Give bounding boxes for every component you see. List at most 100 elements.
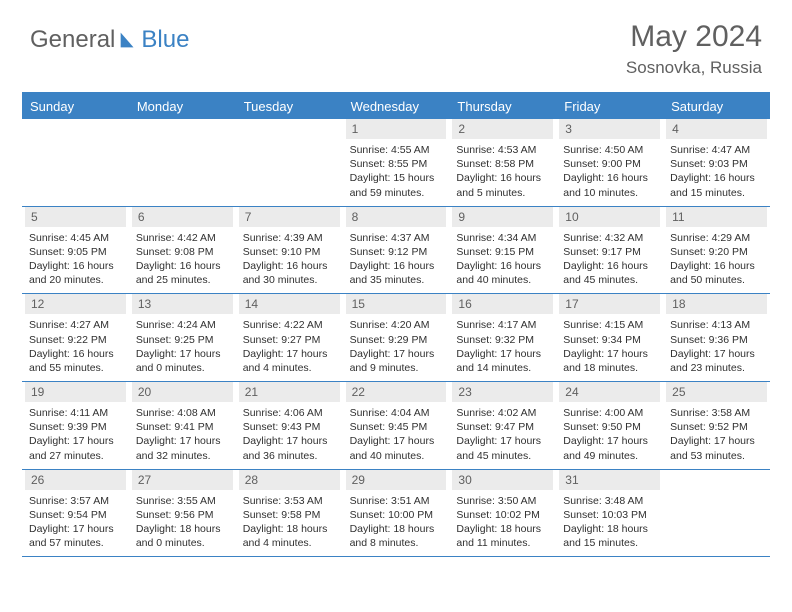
day-details: Sunrise: 4:00 AMSunset: 9:50 PMDaylight:… xyxy=(559,406,660,463)
day-cell: 16 Sunrise: 4:17 AMSunset: 9:32 PMDayligh… xyxy=(449,294,556,381)
day-details: Sunrise: 4:47 AMSunset: 9:03 PMDaylight:… xyxy=(666,143,767,200)
weekday-header: Wednesday xyxy=(343,94,450,119)
day-details: Sunrise: 4:39 AMSunset: 9:10 PMDaylight:… xyxy=(239,231,340,288)
day-details: Sunrise: 4:29 AMSunset: 9:20 PMDaylight:… xyxy=(666,231,767,288)
day-number: 13 xyxy=(132,294,233,314)
day-number: 4 xyxy=(666,119,767,139)
day-cell: 4 Sunrise: 4:47 AMSunset: 9:03 PMDaylight… xyxy=(663,119,770,206)
day-number: 8 xyxy=(346,207,447,227)
day-number: 20 xyxy=(132,382,233,402)
day-number: 10 xyxy=(559,207,660,227)
day-number: 1 xyxy=(346,119,447,139)
weekday-header-row: SundayMondayTuesdayWednesdayThursdayFrid… xyxy=(22,94,770,119)
day-cell: 29Sunrise: 3:51 AMSunset: 10:00 PMDaylig… xyxy=(343,470,450,557)
day-cell xyxy=(129,119,236,206)
day-details: Sunrise: 4:15 AMSunset: 9:34 PMDaylight:… xyxy=(559,318,660,375)
day-number: 12 xyxy=(25,294,126,314)
day-number: 19 xyxy=(25,382,126,402)
day-cell: 27Sunrise: 3:55 AMSunset: 9:56 PMDayligh… xyxy=(129,470,236,557)
day-details: Sunrise: 4:22 AMSunset: 9:27 PMDaylight:… xyxy=(239,318,340,375)
day-details: Sunrise: 3:53 AMSunset: 9:58 PMDaylight:… xyxy=(239,494,340,551)
day-cell: 30 Sunrise: 3:50 AMSunset: 10:02 PMDaylig… xyxy=(449,470,556,557)
day-cell: 7 Sunrise: 4:39 AMSunset: 9:10 PMDaylight… xyxy=(236,207,343,294)
day-number: 11 xyxy=(666,207,767,227)
day-number: 3 xyxy=(559,119,660,139)
weekday-header: Monday xyxy=(129,94,236,119)
week-row: 26 Sunrise: 3:57 AMSunset: 9:54 PMDayligh… xyxy=(22,470,770,558)
brand-part2: Blue xyxy=(141,26,189,54)
day-cell: 20 Sunrise: 4:08 AMSunset: 9:41 PMDayligh… xyxy=(129,382,236,469)
day-details: Sunrise: 4:17 AMSunset: 9:32 PMDaylight:… xyxy=(452,318,553,375)
day-cell: 19 Sunrise: 4:11 AMSunset: 9:39 PMDayligh… xyxy=(22,382,129,469)
day-details: Sunrise: 4:42 AMSunset: 9:08 PMDaylight:… xyxy=(132,231,233,288)
weekday-header: Sunday xyxy=(22,94,129,119)
day-details: Sunrise: 4:13 AMSunset: 9:36 PMDaylight:… xyxy=(666,318,767,375)
day-details: Sunrise: 4:20 AMSunset: 9:29 PMDaylight:… xyxy=(346,318,447,375)
day-number: 17 xyxy=(559,294,660,314)
day-details: Sunrise: 4:37 AMSunset: 9:12 PMDaylight:… xyxy=(346,231,447,288)
day-cell: 21 Sunrise: 4:06 AMSunset: 9:43 PMDayligh… xyxy=(236,382,343,469)
day-details: Sunrise: 3:50 AMSunset: 10:02 PMDaylight… xyxy=(452,494,553,551)
sail-icon xyxy=(117,29,139,51)
day-cell xyxy=(236,119,343,206)
day-cell: 31Sunrise: 3:48 AMSunset: 10:03 PMDaylig… xyxy=(556,470,663,557)
brand-logo: General Blue xyxy=(30,26,189,54)
day-cell: 10 Sunrise: 4:32 AMSunset: 9:17 PMDayligh… xyxy=(556,207,663,294)
day-details: Sunrise: 4:06 AMSunset: 9:43 PMDaylight:… xyxy=(239,406,340,463)
day-number: 21 xyxy=(239,382,340,402)
day-details: Sunrise: 4:50 AMSunset: 9:00 PMDaylight:… xyxy=(559,143,660,200)
weekday-header: Saturday xyxy=(663,94,770,119)
day-cell: 14 Sunrise: 4:22 AMSunset: 9:27 PMDayligh… xyxy=(236,294,343,381)
day-number: 24 xyxy=(559,382,660,402)
weekday-header: Friday xyxy=(556,94,663,119)
day-number: 27 xyxy=(132,470,233,490)
header: General Blue May 2024 Sosnovka, Russia xyxy=(0,0,792,86)
location-label: Sosnovka, Russia xyxy=(626,58,762,78)
day-details: Sunrise: 4:24 AMSunset: 9:25 PMDaylight:… xyxy=(132,318,233,375)
day-details: Sunrise: 4:45 AMSunset: 9:05 PMDaylight:… xyxy=(25,231,126,288)
day-number: 9 xyxy=(452,207,553,227)
day-cell: 22 Sunrise: 4:04 AMSunset: 9:45 PMDayligh… xyxy=(343,382,450,469)
day-cell: 25 Sunrise: 3:58 AMSunset: 9:52 PMDayligh… xyxy=(663,382,770,469)
day-number: 5 xyxy=(25,207,126,227)
day-cell: 8 Sunrise: 4:37 AMSunset: 9:12 PMDaylight… xyxy=(343,207,450,294)
day-cell xyxy=(22,119,129,206)
week-row: 5 Sunrise: 4:45 AMSunset: 9:05 PMDaylight… xyxy=(22,207,770,295)
day-details: Sunrise: 4:04 AMSunset: 9:45 PMDaylight:… xyxy=(346,406,447,463)
day-details: Sunrise: 3:57 AMSunset: 9:54 PMDaylight:… xyxy=(25,494,126,551)
day-cell: 12Sunrise: 4:27 AMSunset: 9:22 PMDayligh… xyxy=(22,294,129,381)
weekday-header: Tuesday xyxy=(236,94,343,119)
day-details: Sunrise: 3:58 AMSunset: 9:52 PMDaylight:… xyxy=(666,406,767,463)
day-details: Sunrise: 4:55 AMSunset: 8:55 PMDaylight:… xyxy=(346,143,447,200)
day-number: 16 xyxy=(452,294,553,314)
day-number: 7 xyxy=(239,207,340,227)
day-cell: 3 Sunrise: 4:50 AMSunset: 9:00 PMDaylight… xyxy=(556,119,663,206)
week-row: 12Sunrise: 4:27 AMSunset: 9:22 PMDayligh… xyxy=(22,294,770,382)
day-number: 2 xyxy=(452,119,553,139)
day-cell: 18Sunrise: 4:13 AMSunset: 9:36 PMDayligh… xyxy=(663,294,770,381)
day-number: 30 xyxy=(452,470,553,490)
brand-part1: General xyxy=(30,26,115,54)
week-row: 1 Sunrise: 4:55 AMSunset: 8:55 PMDaylight… xyxy=(22,119,770,207)
day-cell: 6 Sunrise: 4:42 AMSunset: 9:08 PMDaylight… xyxy=(129,207,236,294)
day-number: 23 xyxy=(452,382,553,402)
day-number: 6 xyxy=(132,207,233,227)
day-cell xyxy=(663,470,770,557)
day-cell: 11 Sunrise: 4:29 AMSunset: 9:20 PMDayligh… xyxy=(663,207,770,294)
day-details: Sunrise: 4:53 AMSunset: 8:58 PMDaylight:… xyxy=(452,143,553,200)
day-cell: 28Sunrise: 3:53 AMSunset: 9:58 PMDayligh… xyxy=(236,470,343,557)
day-cell: 13 Sunrise: 4:24 AMSunset: 9:25 PMDayligh… xyxy=(129,294,236,381)
day-cell: 9Sunrise: 4:34 AMSunset: 9:15 PMDaylight… xyxy=(449,207,556,294)
calendar-grid: 1 Sunrise: 4:55 AMSunset: 8:55 PMDaylight… xyxy=(22,119,770,557)
day-details: Sunrise: 4:08 AMSunset: 9:41 PMDaylight:… xyxy=(132,406,233,463)
day-number: 26 xyxy=(25,470,126,490)
day-number: 22 xyxy=(346,382,447,402)
weekday-header: Thursday xyxy=(449,94,556,119)
day-details: Sunrise: 4:11 AMSunset: 9:39 PMDaylight:… xyxy=(25,406,126,463)
title-block: May 2024 Sosnovka, Russia xyxy=(626,20,762,78)
day-details: Sunrise: 4:32 AMSunset: 9:17 PMDaylight:… xyxy=(559,231,660,288)
day-number: 14 xyxy=(239,294,340,314)
day-cell: 15Sunrise: 4:20 AMSunset: 9:29 PMDayligh… xyxy=(343,294,450,381)
day-number: 25 xyxy=(666,382,767,402)
day-cell: 26 Sunrise: 3:57 AMSunset: 9:54 PMDayligh… xyxy=(22,470,129,557)
